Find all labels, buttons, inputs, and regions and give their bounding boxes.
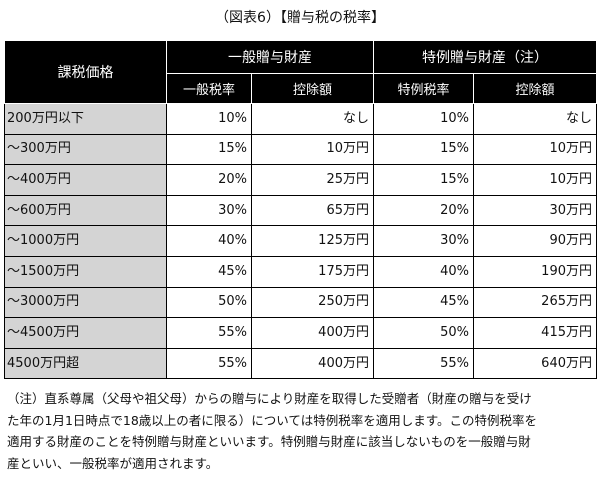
taxable-bracket-cell: 200万円以下 bbox=[4, 103, 167, 135]
special-rate-cell: 50% bbox=[373, 317, 474, 349]
general-deduction-header: 控除額 bbox=[251, 73, 374, 104]
table-row: 4500万円超 55% 400万円 55% 640万円 bbox=[4, 347, 597, 380]
general-rate-cell: 40% bbox=[166, 225, 252, 257]
footnote: （注）直系尊属（父母や祖父母）からの贈与により財産を取得した受贈者（財産の贈与を… bbox=[7, 388, 597, 474]
special-deduction-cell: 265万円 bbox=[473, 286, 597, 319]
general-deduction-cell: 400万円 bbox=[251, 347, 374, 380]
table-row: ～1000万円 40% 125万円 30% 90万円 bbox=[4, 225, 597, 257]
special-rate-cell: 30% bbox=[373, 225, 474, 257]
taxable-bracket-cell: ～4500万円 bbox=[4, 317, 167, 349]
general-deduction-cell: なし bbox=[251, 103, 374, 135]
table-row: ～4500万円 55% 400万円 50% 415万円 bbox=[4, 317, 597, 349]
special-deduction-cell: 415万円 bbox=[473, 317, 597, 349]
table-subheader-row: 一般税率 控除額 特例税率 控除額 bbox=[5, 73, 597, 104]
taxable-bracket-cell: ～600万円 bbox=[4, 194, 167, 227]
table-row: ～600万円 30% 65万円 20% 30万円 bbox=[4, 194, 597, 227]
general-deduction-cell: 400万円 bbox=[251, 317, 374, 349]
footnote-line: た年の1月1日時点で18歳以上の者に限る）については特例税率を適用します。この特… bbox=[7, 412, 537, 428]
general-deduction-cell: 25万円 bbox=[251, 164, 374, 196]
table-row: ～3000万円 50% 250万円 45% 265万円 bbox=[4, 286, 597, 319]
general-rate-cell: 20% bbox=[166, 164, 252, 196]
special-deduction-cell: 90万円 bbox=[473, 225, 597, 257]
taxable-bracket-cell: ～400万円 bbox=[4, 164, 167, 196]
general-rate-cell: 15% bbox=[166, 133, 252, 166]
general-deduction-cell: 10万円 bbox=[251, 133, 374, 166]
special-gift-header: 特例贈与財産（注） bbox=[373, 40, 597, 74]
general-rate-header: 一般税率 bbox=[166, 73, 252, 104]
general-deduction-cell: 175万円 bbox=[251, 255, 374, 288]
general-deduction-cell: 125万円 bbox=[251, 225, 374, 257]
general-rate-cell: 55% bbox=[166, 347, 252, 380]
table-row: ～300万円 15% 10万円 15% 10万円 bbox=[4, 133, 597, 166]
table-row: ～400万円 20% 25万円 15% 10万円 bbox=[4, 164, 597, 196]
gift-tax-rate-table: 課税価格 一般贈与財産 特例贈与財産（注） 一般税率 控除額 特例税率 控除額 … bbox=[4, 40, 597, 380]
special-rate-cell: 45% bbox=[373, 286, 474, 319]
taxable-amount-header: 課税価格 bbox=[4, 40, 167, 104]
special-rate-cell: 55% bbox=[373, 347, 474, 380]
special-deduction-cell: 10万円 bbox=[473, 164, 597, 196]
footnote-line: 産といい、一般税率が適用されます。 bbox=[7, 455, 219, 471]
special-rate-cell: 40% bbox=[373, 255, 474, 288]
general-rate-cell: 45% bbox=[166, 255, 252, 288]
general-deduction-cell: 65万円 bbox=[251, 194, 374, 227]
special-deduction-cell: 10万円 bbox=[473, 133, 597, 166]
table-row: 200万円以下 10% なし 10% なし bbox=[4, 103, 597, 135]
taxable-bracket-cell: ～300万円 bbox=[4, 133, 167, 166]
special-deduction-cell: 640万円 bbox=[473, 347, 597, 380]
general-rate-cell: 30% bbox=[166, 194, 252, 227]
taxable-bracket-cell: ～1500万円 bbox=[4, 255, 167, 288]
special-rate-cell: 15% bbox=[373, 164, 474, 196]
special-rate-header: 特例税率 bbox=[373, 73, 474, 104]
table-row: ～1500万円 45% 175万円 40% 190万円 bbox=[4, 255, 597, 288]
general-rate-cell: 50% bbox=[166, 286, 252, 319]
special-rate-cell: 20% bbox=[373, 194, 474, 227]
taxable-bracket-cell: 4500万円超 bbox=[4, 347, 167, 380]
footnote-line: 適用する財産のことを特例贈与財産といいます。特例贈与財産に該当しないものを一般贈… bbox=[7, 434, 531, 449]
taxable-bracket-cell: ～1000万円 bbox=[4, 225, 167, 257]
special-deduction-header: 控除額 bbox=[473, 73, 597, 104]
footnote-line: （注）直系尊属（父母や祖父母）からの贈与により財産を取得した受贈者（財産の贈与を… bbox=[7, 391, 532, 406]
special-deduction-cell: 30万円 bbox=[473, 194, 597, 227]
special-deduction-cell: なし bbox=[473, 103, 597, 135]
general-gift-header: 一般贈与財産 bbox=[166, 40, 374, 74]
taxable-bracket-cell: ～3000万円 bbox=[4, 286, 167, 319]
special-rate-cell: 15% bbox=[373, 133, 474, 166]
general-deduction-cell: 250万円 bbox=[251, 286, 374, 319]
general-rate-cell: 10% bbox=[166, 103, 252, 135]
special-deduction-cell: 190万円 bbox=[473, 255, 597, 288]
table-header-row: 課税価格 一般贈与財産 特例贈与財産（注） bbox=[4, 40, 597, 104]
special-rate-cell: 10% bbox=[373, 103, 474, 135]
page-title: （図表6）【贈与税の税率】 bbox=[215, 10, 385, 26]
general-rate-cell: 55% bbox=[166, 317, 252, 349]
